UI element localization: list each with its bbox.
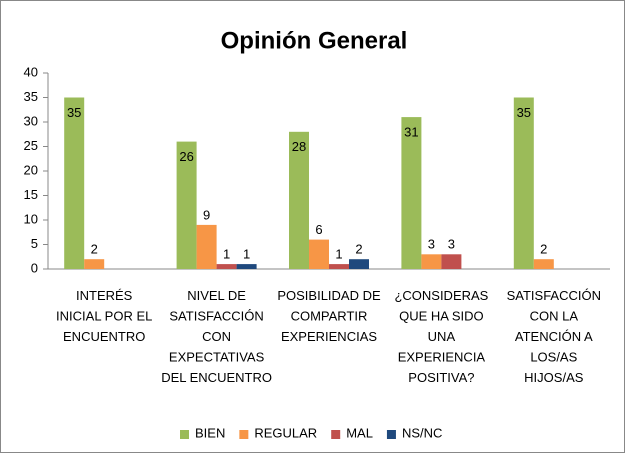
data-label: 1 — [223, 247, 230, 262]
y-tick-label: 25 — [24, 138, 38, 153]
x-tick-label: ¿CONSIDERAS QUE HA SIDO UNA EXPERIENCIA POSI… — [394, 288, 488, 385]
data-label: 1 — [243, 247, 250, 262]
data-label: 2 — [355, 242, 362, 257]
bar — [421, 254, 442, 269]
x-tick-label: NIVEL DE SATISFACCIÓN CON EXPECTATIVAS DEL E… — [161, 288, 272, 385]
bar — [236, 264, 257, 269]
x-tick-label: INTERÉS INICIAL POR EL ENCUENTRO — [56, 288, 152, 344]
bar — [176, 141, 197, 269]
data-label: 9 — [203, 207, 210, 222]
y-tick-label: 35 — [24, 89, 38, 104]
legend-swatch — [331, 430, 341, 439]
y-tick-label: 30 — [24, 113, 38, 128]
bar — [64, 97, 85, 269]
data-label: 28 — [292, 139, 306, 154]
x-tick-label: POSIBILIDAD DE COMPARTIR EXPERIENCIAS — [277, 288, 381, 344]
bar — [401, 117, 422, 269]
data-label: 26 — [179, 149, 193, 164]
bar — [289, 131, 309, 269]
bar — [84, 259, 105, 269]
data-label: 6 — [315, 222, 322, 237]
y-tick-label: 20 — [24, 162, 38, 177]
data-label: 31 — [404, 125, 418, 140]
data-label: 35 — [67, 105, 81, 120]
data-label: 3 — [428, 237, 435, 252]
legend-swatch — [386, 430, 396, 439]
y-tick-label: 5 — [31, 236, 38, 251]
y-tick-label: 40 — [24, 64, 38, 79]
chart-title: Opinión General — [221, 27, 408, 54]
y-tick-label: 15 — [24, 187, 38, 202]
bar — [309, 239, 329, 269]
bar — [441, 254, 462, 269]
x-tick-label: SATISFACCIÓN CON LA ATENCIÓN A LOS/AS HIJOS/… — [507, 288, 601, 385]
data-label: 2 — [540, 242, 547, 257]
legend-label: BIEN — [195, 425, 225, 440]
bar — [329, 264, 349, 269]
data-label: 3 — [448, 237, 455, 252]
data-label: 35 — [517, 105, 531, 120]
bar — [349, 259, 369, 269]
legend-swatch — [239, 430, 249, 439]
y-tick-label: 10 — [24, 211, 38, 226]
legend-swatch — [180, 430, 189, 439]
bar — [216, 264, 237, 269]
bar — [533, 259, 554, 269]
legend-label: NS/NC — [402, 425, 442, 440]
legend-label: MAL — [346, 425, 373, 440]
data-label: 2 — [91, 242, 98, 257]
data-label: 1 — [335, 247, 342, 262]
y-tick-label: 0 — [31, 260, 38, 275]
legend-label: REGULAR — [254, 425, 317, 440]
bar — [513, 97, 534, 269]
bar — [196, 224, 217, 269]
